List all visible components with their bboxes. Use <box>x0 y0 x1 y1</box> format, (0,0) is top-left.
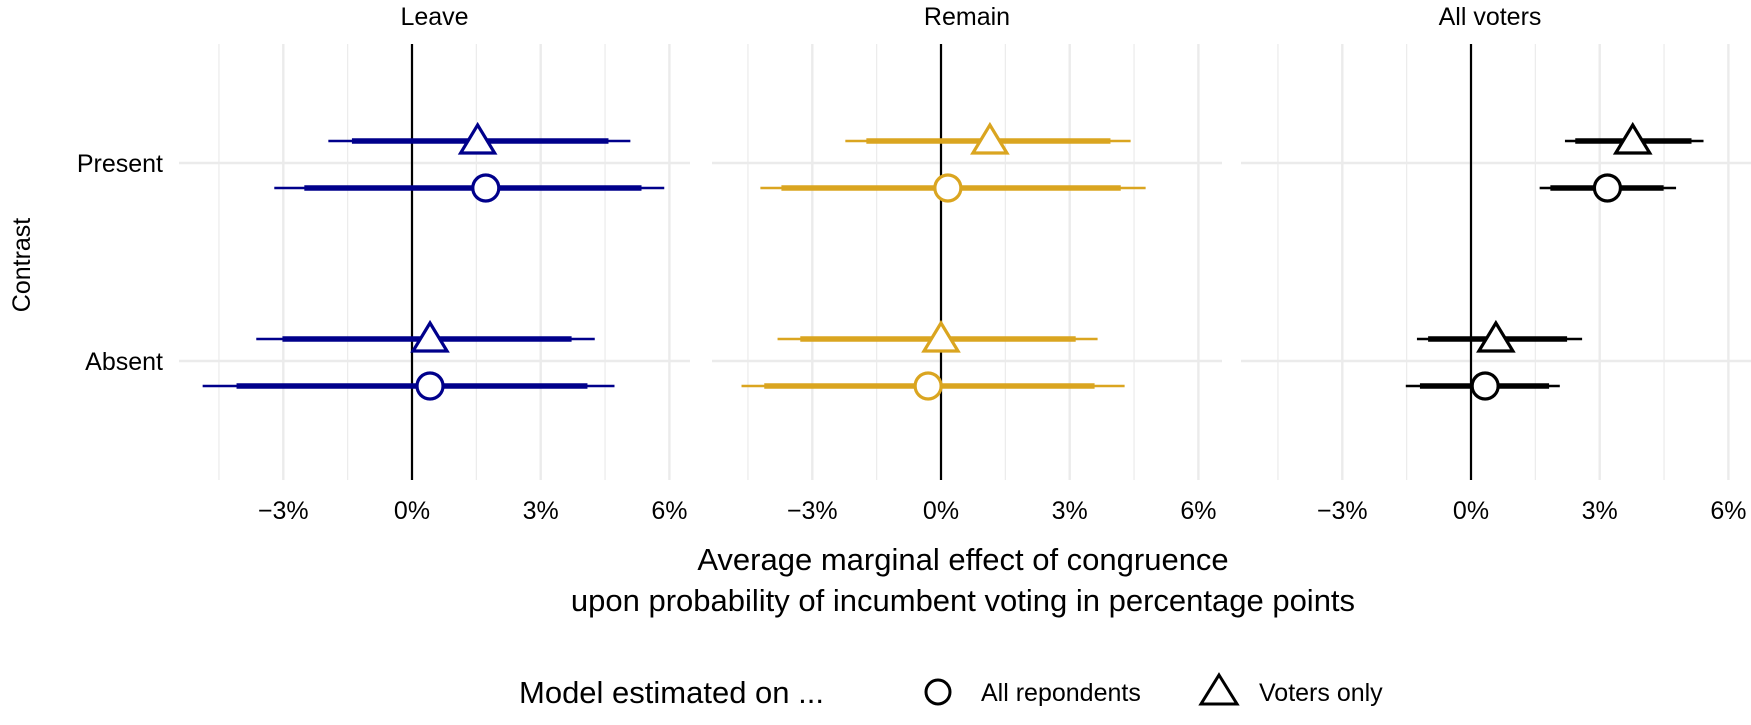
data-point-present-voters-only <box>845 121 1131 155</box>
data-point-present-voters-only <box>328 121 631 155</box>
legend-title: Model estimated on ... <box>519 675 824 710</box>
triangle-marker <box>1476 319 1516 353</box>
triangle-marker <box>1612 121 1653 155</box>
triangle-marker <box>457 121 498 155</box>
y-tick-label-present: Present <box>77 150 163 178</box>
data-point-absent-voters-only <box>1416 319 1583 353</box>
x-tick-label: 6% <box>1180 497 1216 525</box>
legend: Model estimated on ... All repondents Vo… <box>519 672 1383 710</box>
y-tick-label-absent: Absent <box>85 348 163 376</box>
panels: Leave −3% 0% 3% 6% Remain −3% 0% 3% 6% All voters −… <box>179 3 1751 525</box>
circle-marker <box>471 173 501 203</box>
x-axis-title-line-2: upon probability of incumbent voting in … <box>571 583 1355 618</box>
circle-marker <box>913 371 943 401</box>
data-point-absent-all-respondents <box>1405 371 1560 401</box>
x-tick-label: −3% <box>258 497 309 525</box>
data-point-absent-voters-only <box>256 319 595 353</box>
triangle-marker <box>410 319 450 353</box>
x-tick-label: 0% <box>1453 497 1489 525</box>
circle-marker <box>933 173 963 203</box>
x-tick-label: −3% <box>787 497 838 525</box>
circle-marker <box>415 371 445 401</box>
x-tick-label: −3% <box>1317 497 1368 525</box>
data-point-absent-voters-only <box>777 319 1098 353</box>
panel-leave: Leave −3% 0% 3% 6% <box>179 3 690 525</box>
data-point-present-all-respondents <box>1539 173 1677 203</box>
y-axis-title: Contrast <box>8 218 36 313</box>
x-tick-label: 0% <box>394 497 430 525</box>
panel-title: Leave <box>400 3 468 31</box>
data-point-present-voters-only <box>1564 121 1704 155</box>
legend-circle-icon <box>924 678 952 706</box>
panel-title: Remain <box>924 3 1010 31</box>
legend-triangle-icon <box>1198 672 1240 706</box>
legend-label-voters-only: Voters only <box>1259 679 1383 707</box>
x-tick-label: 3% <box>1582 497 1618 525</box>
x-axis-title-line-1: Average marginal effect of congruence <box>697 542 1228 577</box>
triangle-marker <box>921 319 961 353</box>
x-tick-label: 6% <box>651 497 687 525</box>
panel-title: All voters <box>1439 3 1542 31</box>
legend-label-all-respondents: All repondents <box>981 679 1141 707</box>
x-tick-label: 3% <box>523 497 559 525</box>
data-point-present-all-respondents <box>760 173 1146 203</box>
circle-marker <box>1592 173 1623 203</box>
triangle-marker <box>970 121 1010 155</box>
panel-all-voters: All voters −3% 0% 3% 6% <box>1241 3 1751 525</box>
x-tick-label: 0% <box>923 497 959 525</box>
data-point-absent-all-respondents <box>741 371 1125 401</box>
panel-remain: Remain −3% 0% 3% 6% <box>712 3 1222 525</box>
x-tick-label: 6% <box>1710 497 1746 525</box>
data-point-present-all-respondents <box>274 173 665 203</box>
x-tick-label: 3% <box>1052 497 1088 525</box>
data-point-absent-all-respondents <box>202 371 615 401</box>
circle-marker <box>1470 371 1500 401</box>
